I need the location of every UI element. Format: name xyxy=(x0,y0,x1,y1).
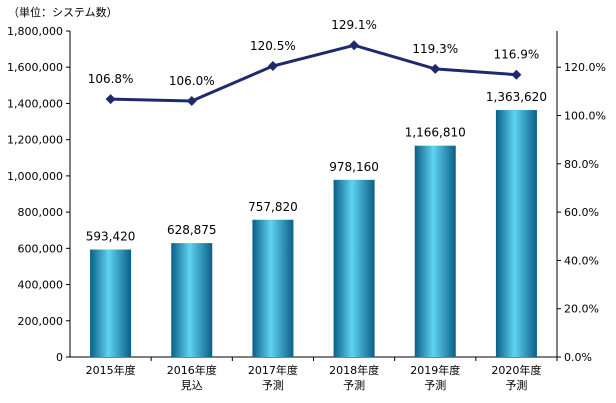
bar-value-label: 628,875 xyxy=(167,223,217,237)
left-tick-label: 200,000 xyxy=(18,315,64,328)
growth-value-label: 106.8% xyxy=(88,72,134,86)
bar xyxy=(495,110,537,357)
bar-value-label: 1,166,810 xyxy=(405,126,466,140)
left-tick-label: 1,000,000 xyxy=(7,170,63,183)
x-tick-label: 予測 xyxy=(505,378,527,392)
growth-point xyxy=(105,94,116,105)
growth-value-label: 120.5% xyxy=(250,39,296,53)
bar-value-label: 1,363,620 xyxy=(486,90,547,104)
left-tick-label: 1,800,000 xyxy=(7,25,63,38)
x-tick-label: 見込 xyxy=(181,379,203,392)
x-tick-label: 2016年度 xyxy=(167,363,217,377)
left-tick-label: 1,200,000 xyxy=(7,134,63,147)
right-tick-label: 80.0% xyxy=(564,158,599,171)
bar-value-label: 978,160 xyxy=(329,160,379,174)
x-tick-label: 2019年度 xyxy=(410,363,460,377)
growth-value-label: 116.9% xyxy=(494,48,540,62)
growth-value-label: 119.3% xyxy=(412,42,458,56)
data-labels: 593,420 628,875 757,820 978,160 1,166,810 1,3… xyxy=(86,18,547,243)
right-tick-label: 40.0% xyxy=(564,254,599,267)
bar xyxy=(333,179,375,357)
left-tick-label: 0 xyxy=(56,351,63,364)
x-tick-label: 2018年度 xyxy=(329,363,379,377)
growth-point xyxy=(267,61,278,72)
growth-value-label: 106.0% xyxy=(169,74,215,88)
bar xyxy=(171,243,213,357)
x-tick-label: 2017年度 xyxy=(248,363,298,377)
bar-value-label: 593,420 xyxy=(86,230,136,244)
bar xyxy=(414,145,456,357)
x-tick-label: 予測 xyxy=(424,378,446,392)
growth-point xyxy=(186,96,197,107)
left-tick-label: 400,000 xyxy=(18,279,64,292)
growth-line-path xyxy=(110,43,517,103)
growth-value-label: 129.1% xyxy=(331,18,377,32)
right-tick-label: 100.0% xyxy=(564,110,606,123)
x-tick-label: 予測 xyxy=(343,378,365,392)
growth-point xyxy=(511,69,522,80)
left-tick-label: 1,600,000 xyxy=(7,61,63,74)
unit-label: （単位：システム数） xyxy=(8,5,118,19)
x-tick-label: 2020年度 xyxy=(491,363,541,377)
left-tick-label: 600,000 xyxy=(18,242,64,255)
bar xyxy=(90,249,132,357)
right-tick-label: 60.0% xyxy=(564,206,599,219)
right-tick-label: 20.0% xyxy=(564,303,599,316)
bar xyxy=(252,219,294,357)
bars xyxy=(90,110,537,357)
axes: 0 200,000 400,000 600,000 800,000 1,000,000 1,… xyxy=(7,25,606,392)
growth-point xyxy=(349,40,360,51)
x-tick-label: 予測 xyxy=(262,378,284,392)
bar-value-label: 757,820 xyxy=(248,200,298,214)
right-tick-label: 120.0% xyxy=(564,61,606,74)
right-tick-label: 0.0% xyxy=(564,351,592,364)
x-tick-label: 2015年度 xyxy=(86,363,136,377)
left-tick-label: 1,400,000 xyxy=(7,97,63,110)
left-tick-label: 800,000 xyxy=(18,206,64,219)
growth-line xyxy=(105,40,522,107)
growth-point xyxy=(430,63,441,74)
